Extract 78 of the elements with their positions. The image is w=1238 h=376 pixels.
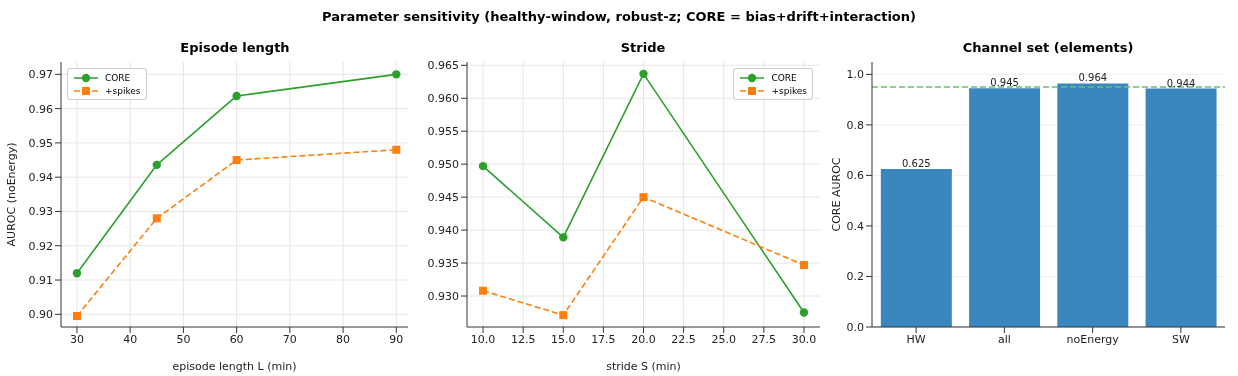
x-tick-label: 27.5 xyxy=(751,332,777,346)
y-tick-label: 0.930 xyxy=(427,289,459,303)
data-label: 0.945 xyxy=(990,77,1019,89)
x-tick-label: 12.5 xyxy=(510,332,536,346)
x-tick-label: noEnergy xyxy=(1066,332,1120,346)
y-tick-label: 0.97 xyxy=(28,68,53,82)
point xyxy=(392,70,401,79)
point xyxy=(232,91,241,101)
y-axis-title: CORE AUROC xyxy=(829,157,843,232)
data-label: 0.944 xyxy=(1166,77,1196,89)
point xyxy=(72,312,81,321)
point xyxy=(232,156,241,165)
bar xyxy=(1057,83,1129,327)
point xyxy=(478,161,488,171)
y-tick-label: 0.960 xyxy=(427,92,459,106)
point xyxy=(479,286,488,295)
y-tick-label: 0.8 xyxy=(846,118,864,132)
y-tick-label: 0.950 xyxy=(427,158,459,172)
y-tick-label: 0.940 xyxy=(427,224,459,237)
point xyxy=(152,214,161,223)
y-tick-label: 0.935 xyxy=(427,256,459,270)
y-tick-label: 0.91 xyxy=(28,273,53,287)
x-tick-label: 22.5 xyxy=(671,332,696,346)
y-tick-label: 0.4 xyxy=(846,219,864,233)
x-tick-label: 15.0 xyxy=(551,332,576,346)
y-tick-label: 0.945 xyxy=(427,191,459,205)
point xyxy=(559,311,568,320)
y-tick-label: 0.92 xyxy=(28,239,53,253)
y-tick-label: 0.96 xyxy=(28,102,53,116)
y-tick-label: 0.95 xyxy=(28,136,53,150)
y-tick-label: 0.6 xyxy=(846,169,864,183)
bar xyxy=(1145,88,1217,327)
legend-label: CORE xyxy=(771,72,797,83)
y-tick-label: 0.2 xyxy=(846,270,864,284)
x-axis-title: episode length L (min) xyxy=(172,360,297,373)
x-tick-label: 30.0 xyxy=(791,332,817,346)
y-tick-label: 0.965 xyxy=(427,59,459,73)
legend-label: CORE xyxy=(105,72,131,83)
point xyxy=(559,233,568,242)
point xyxy=(639,69,648,79)
x-tick-label: 25.0 xyxy=(711,332,736,346)
x-tick-label: 10.0 xyxy=(470,332,496,346)
x-tick-label: 30 xyxy=(69,332,84,346)
y-tick-label: 0.955 xyxy=(427,125,459,139)
y-tick-label: 0.90 xyxy=(28,308,53,322)
y-tick-label: 0.94 xyxy=(28,171,53,185)
x-tick-label: HW xyxy=(906,332,926,346)
data-label: 0.625 xyxy=(902,158,931,170)
chart-title: Stride xyxy=(619,40,667,57)
point xyxy=(152,160,161,170)
y-tick-label: 0.0 xyxy=(846,320,864,334)
x-tick-label: 70 xyxy=(282,332,297,346)
point xyxy=(639,193,648,202)
x-axis-title: stride S (min) xyxy=(606,360,681,373)
x-tick-label: 17.5 xyxy=(591,332,616,346)
y-tick-label: 1.0 xyxy=(846,68,864,82)
x-tick-label: 20.0 xyxy=(631,332,656,346)
bar xyxy=(880,169,952,327)
x-tick-label: SW xyxy=(1171,332,1190,346)
x-tick-label: 40 xyxy=(123,332,138,346)
x-tick-label: 50 xyxy=(176,332,191,346)
x-tick-label: 90 xyxy=(389,332,404,346)
point xyxy=(799,261,808,270)
chart-title: Channel set (elements) xyxy=(961,40,1135,57)
x-tick-label: 80 xyxy=(336,332,351,346)
data-label: 0.964 xyxy=(1078,72,1108,84)
x-tick-label: all xyxy=(997,332,1011,346)
chart-title: Episode length xyxy=(179,40,291,57)
point xyxy=(799,308,809,317)
y-tick-label: 0.93 xyxy=(28,205,53,219)
point xyxy=(72,268,82,278)
x-tick-label: 60 xyxy=(229,332,244,346)
text: Parameter sensitivity (healthy-window, robust-z; CORE = bias+drift+interaction) xyxy=(321,9,917,24)
y-axis-title: AUROC (noEnergy) xyxy=(4,142,18,247)
point xyxy=(392,145,401,154)
legend-label: +spikes xyxy=(771,85,807,96)
bar xyxy=(969,88,1041,327)
legend-label: +spikes xyxy=(105,85,141,96)
